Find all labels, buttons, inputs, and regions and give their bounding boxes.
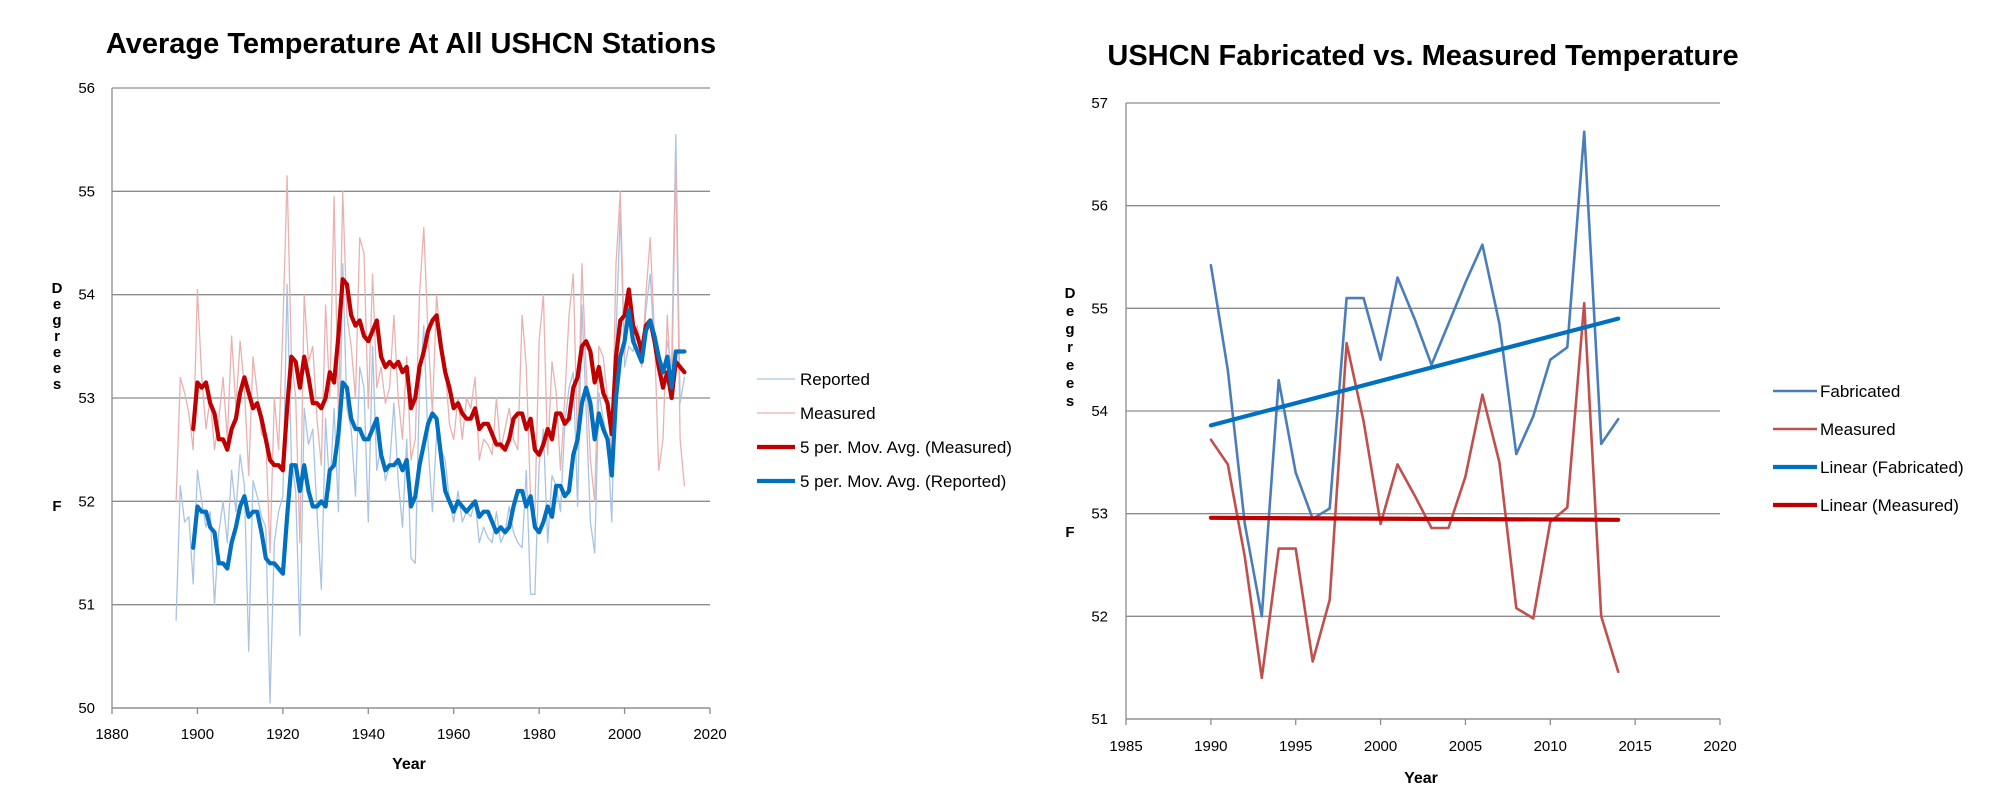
chart1-legend-label: Reported [800,370,870,389]
chart2-y-axis-title-letter: g [1065,321,1074,338]
chart2-y-axis-title-letter: s [1066,393,1074,410]
chart1-legend-label: 5 per. Mov. Avg. (Reported) [800,472,1006,491]
chart2-x-tick-label: 1990 [1194,738,1227,755]
chart2-series-line-2 [1209,301,1620,680]
chart1-y-tick-label: 53 [78,390,95,407]
chart2-series-line-3 [1208,316,1621,428]
chart1-y-axis-title-letter: F [52,498,61,515]
chart1-y-tick-label: 56 [78,80,95,97]
chart2-x-tick-label: 2020 [1703,738,1736,755]
chart2-y-tick-label: 52 [1091,608,1108,625]
chart2-x-tick-label: 2015 [1618,738,1651,755]
chart1-y-tick-label: 54 [78,287,95,304]
chart1-legend-label: Measured [800,404,876,423]
chart2-y-tick-label: 51 [1091,711,1108,728]
chart1-x-axis-title: Year [392,756,426,773]
chart1-series-line-4 [191,308,687,576]
chart1-y-axis-title-letter: g [52,312,61,329]
chart2-y-axis-title-letter: e [1066,357,1074,374]
chart2-y-tick-label: 57 [1091,95,1108,112]
chart2-y-tick-label: 56 [1091,198,1108,215]
chart2-title: USHCN Fabricated vs. Measured Temperatur… [1107,40,1738,72]
chart1-y-axis-title-letter: e [53,344,61,361]
chart2-series-line-1 [1209,130,1620,618]
chart1-y-axis-title-letter: e [53,296,61,313]
chart1-y-tick-label: 55 [78,183,95,200]
chart2-x-tick-label: 1995 [1279,738,1312,755]
chart2-x-axis-title: Year [1404,770,1438,787]
chart1-y-tick-label: 51 [78,597,95,614]
chart1-x-tick-label: 1940 [352,726,385,743]
chart2-x-tick-label: 2000 [1364,738,1397,755]
chart1-y-tick-label: 52 [78,493,95,510]
chart1-y-axis-title-letter: D [52,280,63,297]
chart2-y-axis-title-letter: D [1065,285,1076,302]
chart2-series-line-4 [1208,515,1621,522]
chart2-y-tick-label: 55 [1091,300,1108,317]
chart2-x-tick-label: 2010 [1534,738,1567,755]
chart1-x-tick-label: 2000 [608,726,641,743]
chart1-series-line-1 [175,133,686,704]
chart1-x-tick-label: 2020 [693,726,726,743]
chart1-y-axis-title-letter: s [53,376,61,393]
chart1-series-line-2 [175,159,686,554]
chart1-y-axis-title-letter: e [53,360,61,377]
chart1-x-tick-label: 1920 [266,726,299,743]
chart1-x-tick-label: 1960 [437,726,470,743]
chart1-x-tick-label: 1980 [522,726,555,743]
chart2-y-axis-title-letter: e [1066,375,1074,392]
chart1-series-line-3 [191,277,687,473]
chart2-legend-label: Fabricated [1820,382,1900,401]
chart2-legend-label: Measured [1820,420,1896,439]
chart1-title: Average Temperature At All USHCN Station… [106,28,716,60]
chart2-x-tick-label: 2005 [1449,738,1482,755]
chart2-y-axis-title-letter: e [1066,303,1074,320]
chart1-x-tick-label: 1900 [181,726,214,743]
chart1-y-tick-label: 50 [78,700,95,717]
chart2-legend-label: Linear (Measured) [1820,496,1959,515]
chart2-y-axis-title-letter: F [1065,524,1074,541]
chart2-legend-label: Linear (Fabricated) [1820,458,1964,477]
chart2-y-tick-label: 54 [1091,403,1108,420]
chart1-legend-label: 5 per. Mov. Avg. (Measured) [800,438,1012,457]
chart1-x-tick-label: 1880 [95,726,128,743]
chart2-y-axis-title-letter: r [1067,339,1073,356]
chart2-y-tick-label: 53 [1091,506,1108,523]
chart2-x-tick-label: 1985 [1109,738,1142,755]
chart1-y-axis-title-letter: r [54,328,60,345]
